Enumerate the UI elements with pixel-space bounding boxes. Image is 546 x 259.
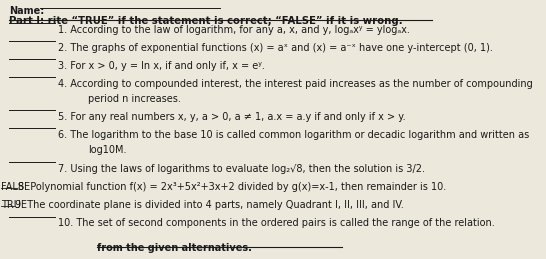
Text: 3. For x > 0, y = ln x, if and only if, x = eʸ.: 3. For x > 0, y = ln x, if and only if, … [58, 61, 264, 71]
Text: 1. According to the law of logarithm, for any a, x, and y, logₐxʸ = ylogₐx.: 1. According to the law of logarithm, fo… [58, 25, 410, 35]
Text: Name:: Name: [9, 6, 45, 16]
Text: 4. According to compounded interest, the interest paid increases as the number o: 4. According to compounded interest, the… [58, 79, 532, 89]
Text: 9. The coordinate plane is divided into 4 parts, namely Quadrant I, II, III, and: 9. The coordinate plane is divided into … [15, 200, 404, 210]
Text: TRUE: TRUE [1, 200, 27, 210]
Text: 6. The logarithm to the base 10 is called common logarithm or decadic logarithm : 6. The logarithm to the base 10 is calle… [58, 130, 529, 140]
Text: from the given alternatives.: from the given alternatives. [97, 243, 252, 253]
Text: 7. Using the laws of logarithms to evaluate log₂√8, then the solution is 3/2.: 7. Using the laws of logarithms to evalu… [58, 163, 425, 174]
Text: period n increases.: period n increases. [88, 94, 181, 104]
Text: FALSE: FALSE [1, 182, 30, 192]
Text: 10. The set of second components in the ordered pairs is called the range of the: 10. The set of second components in the … [58, 218, 494, 228]
Text: log10M.: log10M. [88, 146, 127, 155]
Text: Part I: rite “TRUE” if the statement is correct; “FALSE” if it is wrong.: Part I: rite “TRUE” if the statement is … [9, 16, 403, 26]
Text: 8. Polynomial function f(x) = 2x³+5x²+3x+2 divided by g(x)=x-1, then remainder i: 8. Polynomial function f(x) = 2x³+5x²+3x… [19, 182, 447, 192]
Text: 5. For any real numbers x, y, a > 0, a ≠ 1, a.x = a.y if and only if x > y.: 5. For any real numbers x, y, a > 0, a ≠… [58, 112, 405, 122]
Text: 2. The graphs of exponential functions (x) = aˣ and (x) = a⁻ˣ have one y-interce: 2. The graphs of exponential functions (… [58, 43, 492, 53]
